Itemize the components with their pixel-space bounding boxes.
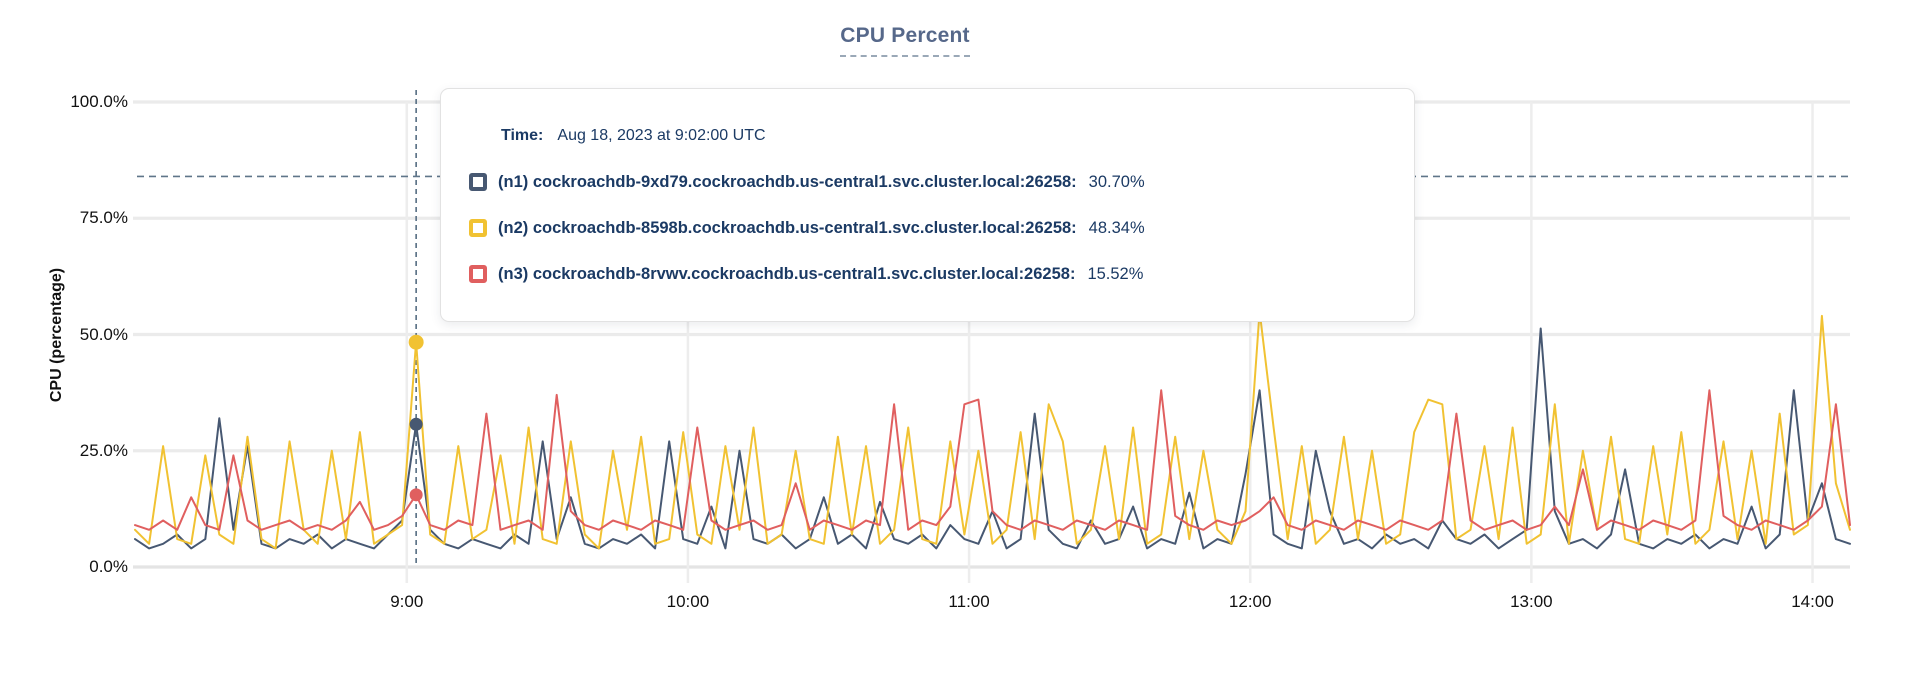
hover-tooltip: Time: Aug 18, 2023 at 9:02:00 UTC (n1) co… <box>440 88 1415 322</box>
n2-series-swatch-icon <box>469 219 487 237</box>
legend-row-n2: (n2) cockroachdb-8598b.cockroachdb.us-ce… <box>469 215 1394 241</box>
chart-title: CPU Percent <box>840 24 970 57</box>
n3-series-label: (n3) cockroachdb-8rvwv.cockroachdb.us-ce… <box>498 264 1076 283</box>
x-tick-label: 14:00 <box>1791 592 1834 611</box>
y-tick-label: 100.0% <box>70 92 128 111</box>
chart-title-wrap: CPU Percent <box>0 24 1810 57</box>
n1-series-label: (n1) cockroachdb-9xd79.cockroachdb.us-ce… <box>498 172 1077 191</box>
y-tick-label: 75.0% <box>79 208 128 228</box>
x-tick-label: 10:00 <box>666 592 710 611</box>
n2-series-label: (n2) cockroachdb-8598b.cockroachdb.us-ce… <box>498 218 1077 237</box>
n3-series-value: 15.52% <box>1087 264 1144 283</box>
y-tick-label: 0.0% <box>89 557 128 576</box>
tooltip-time-row: Time: Aug 18, 2023 at 9:02:00 UTC <box>469 123 1394 149</box>
x-tick-label: 9:00 <box>390 592 424 611</box>
n3-series-swatch-icon <box>469 265 487 283</box>
legend-row-n3: (n3) cockroachdb-8rvwv.cockroachdb.us-ce… <box>469 261 1394 287</box>
y-tick-label: 25.0% <box>79 440 128 460</box>
x-tick-label: 11:00 <box>948 592 990 611</box>
tooltip-time-label: Time: <box>501 127 544 144</box>
x-tick-label: 13:00 <box>1510 592 1553 611</box>
n1-series-swatch-icon <box>469 173 487 191</box>
y-tick-label: 50.0% <box>79 324 128 344</box>
n1-series-value: 30.70% <box>1088 172 1145 191</box>
x-tick-label: 12:00 <box>1228 592 1272 611</box>
tooltip-time-value: Aug 18, 2023 at 9:02:00 UTC <box>557 127 766 144</box>
legend-row-n1: (n1) cockroachdb-9xd79.cockroachdb.us-ce… <box>469 169 1394 195</box>
n2-series-value: 48.34% <box>1088 218 1145 237</box>
